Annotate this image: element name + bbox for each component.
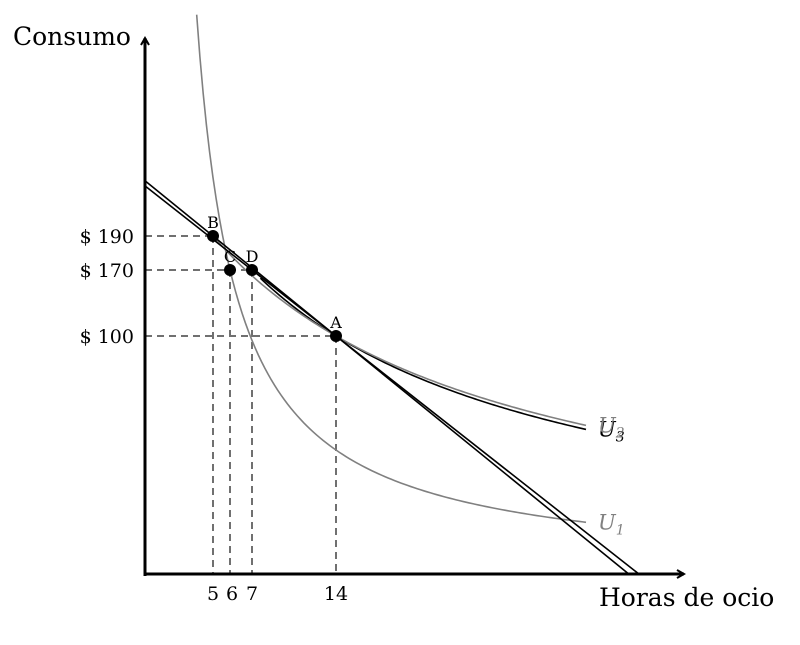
y-tick-label: $ 190	[80, 226, 134, 248]
budget-line	[144, 185, 640, 575]
x-tick-labels: 5 6 7 14	[207, 583, 348, 605]
point-b	[207, 230, 219, 242]
indifference-curve-u3	[259, 277, 587, 431]
y-tick-label: $ 100	[80, 326, 134, 348]
point-a	[330, 330, 342, 342]
point-label-c: C	[224, 247, 236, 266]
point-label-a: A	[329, 313, 342, 332]
indifference-curve-u2	[214, 237, 587, 427]
point-d	[246, 264, 258, 276]
budget-lines	[144, 180, 640, 575]
y-tick-label: $ 170	[80, 260, 134, 282]
x-tick-label: 5	[207, 583, 219, 605]
indifference-curve-u1	[195, 14, 587, 524]
equilibrium-points: A BC D	[207, 213, 342, 342]
curve-label-u1: U1	[598, 510, 625, 538]
point-label-b: B	[207, 213, 219, 232]
budget-line	[144, 180, 630, 575]
curve-label-u2: U2	[598, 413, 625, 441]
y-axis-label: Consumo	[13, 22, 131, 51]
x-tick-label: 14	[324, 583, 348, 605]
x-axis-label: Horas de ocio	[599, 583, 774, 612]
point-c	[224, 264, 236, 276]
guide-lines	[145, 235, 337, 574]
y-tick-labels: $ 190 $ 170 $ 100	[80, 226, 134, 348]
point-label-d: D	[246, 247, 259, 266]
x-tick-label: 7	[246, 583, 258, 605]
indifference-curves	[195, 14, 587, 524]
x-tick-label: 6	[226, 583, 238, 605]
